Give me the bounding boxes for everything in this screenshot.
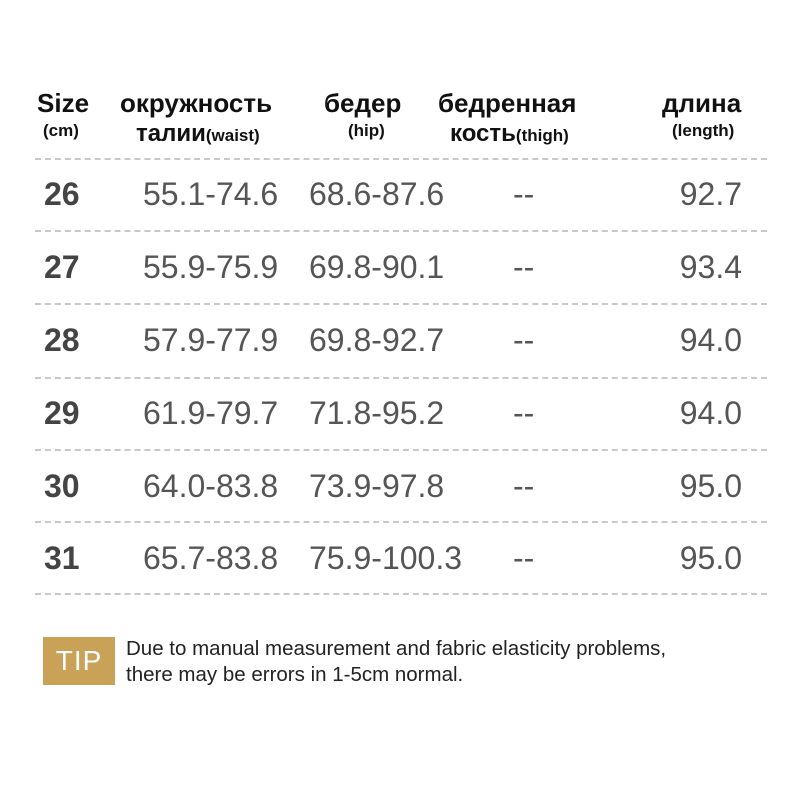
size-cell: 28	[44, 322, 80, 358]
waist-cell: 65.7-83.8	[143, 540, 279, 576]
row-divider	[35, 521, 767, 523]
waist-cell: 57.9-77.9	[143, 322, 279, 358]
header-waist-line2: талии	[136, 120, 206, 147]
header-length-sub: (length)	[672, 121, 735, 140]
header-divider	[35, 158, 767, 160]
tip-line-1: Due to manual measurement and fabric ela…	[126, 637, 667, 660]
header-waist: окружность талии(waist)	[120, 90, 272, 146]
thigh-cell: --	[513, 322, 535, 358]
size-cell: 26	[44, 176, 80, 212]
header-size: Size (cm)	[37, 90, 89, 140]
size-cell: 27	[44, 249, 80, 285]
length-cell: 93.4	[679, 249, 742, 285]
table-row: 31 65.7-83.8 75.9-100.3 -- 95.0	[0, 522, 800, 594]
waist-cell: 64.0-83.8	[143, 468, 279, 504]
length-cell: 94.0	[679, 395, 742, 431]
header-length: длина (length)	[662, 90, 741, 140]
header-waist-sub: (waist)	[205, 126, 260, 145]
size-cell: 31	[44, 540, 80, 576]
length-cell: 95.0	[679, 540, 742, 576]
waist-cell: 61.9-79.7	[143, 395, 279, 431]
tip-line-2: there may be errors in 1-5cm normal.	[126, 663, 464, 686]
header-thigh-line1: бедренная	[438, 88, 577, 118]
tip-badge: TIP	[43, 637, 115, 685]
table-row: 28 57.9-77.9 69.8-92.7 -- 94.0	[0, 304, 800, 376]
header-hip-label: бедер	[324, 88, 402, 118]
hip-cell: 68.6-87.6	[309, 176, 445, 212]
hip-cell: 71.8-95.2	[309, 395, 445, 431]
header-thigh: бедренная кость(thigh)	[438, 90, 576, 146]
header-thigh-sub: (thigh)	[515, 126, 569, 145]
thigh-cell: --	[513, 249, 535, 285]
thigh-cell: --	[513, 395, 535, 431]
row-divider	[35, 230, 767, 232]
thigh-cell: --	[513, 540, 535, 576]
row-divider	[35, 303, 767, 305]
header-thigh-line2: кость	[450, 120, 516, 147]
length-cell: 95.0	[679, 468, 742, 504]
row-divider	[35, 449, 767, 451]
table-row: 29 61.9-79.7 71.8-95.2 -- 94.0	[0, 377, 800, 449]
tip-note: Due to manual measurement and fabric ela…	[126, 636, 786, 688]
waist-cell: 55.9-75.9	[143, 249, 279, 285]
size-cell: 30	[44, 468, 80, 504]
table-row: 26 55.1-74.6 68.6-87.6 -- 92.7	[0, 158, 800, 230]
length-cell: 92.7	[679, 176, 742, 212]
length-cell: 94.0	[679, 322, 742, 358]
waist-cell: 55.1-74.6	[143, 176, 279, 212]
size-cell: 29	[44, 395, 80, 431]
hip-cell: 69.8-90.1	[309, 249, 445, 285]
header-length-label: длина	[662, 88, 742, 118]
table-row: 27 55.9-75.9 69.8-90.1 -- 93.4	[0, 231, 800, 303]
table-row: 30 64.0-83.8 73.9-97.8 -- 95.0	[0, 450, 800, 522]
row-divider	[35, 593, 767, 595]
header-hip-sub: (hip)	[348, 121, 385, 140]
header-waist-line1: окружность	[120, 88, 273, 118]
hip-cell: 69.8-92.7	[309, 322, 445, 358]
hip-cell: 75.9-100.3	[309, 540, 463, 576]
header-size-unit: (cm)	[43, 121, 79, 140]
hip-cell: 73.9-97.8	[309, 468, 445, 504]
row-divider	[35, 377, 767, 379]
thigh-cell: --	[513, 468, 535, 504]
header-hip: бедер (hip)	[324, 90, 401, 140]
header-size-label: Size	[37, 88, 90, 118]
thigh-cell: --	[513, 176, 535, 212]
